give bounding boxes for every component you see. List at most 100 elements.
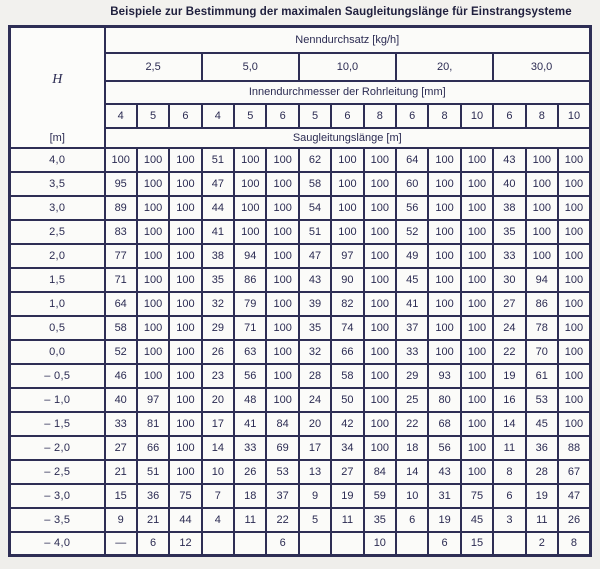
length-value-cell: 100 xyxy=(233,218,268,245)
length-value-cell: 100 xyxy=(362,146,398,173)
length-value-cell: 19 xyxy=(427,506,462,533)
diameter-value: 6 xyxy=(265,102,300,129)
length-value-cell: 100 xyxy=(362,386,398,413)
table-row: 0,0 52 100 100 26 63 100 32 66 100 33 100 100 22 70 100 xyxy=(8,338,592,365)
length-value-cell: 100 xyxy=(556,194,592,221)
length-value-cell: 51 xyxy=(200,146,236,173)
table-row: – 3,5 9 21 44 4 11 22 5 11 35 6 19 45 3 11 26 xyxy=(8,506,592,533)
nominal-flow-header: Nenndurchsatz [kg/h] xyxy=(103,25,592,54)
length-value-cell: 38 xyxy=(492,194,527,221)
length-value-cell: 18 xyxy=(395,434,430,461)
length-value-cell: 41 xyxy=(233,410,268,437)
length-value-cell: 100 xyxy=(265,266,300,293)
length-value-cell: 100 xyxy=(362,314,398,341)
length-value-cell: 24 xyxy=(297,386,333,413)
length-value-cell: 33 xyxy=(492,242,527,269)
row-label-h-value: – 0,5 xyxy=(8,362,106,389)
length-value-cell: 23 xyxy=(200,362,236,389)
length-value-cell: 45 xyxy=(395,266,430,293)
inner-diameter-header: Innendurchmesser der Rohrleitung [mm] xyxy=(103,79,592,105)
length-value-cell: 100 xyxy=(362,266,398,293)
length-value-cell: 100 xyxy=(427,290,462,317)
header-row-diameter-values: 4 5 6 4 5 6 5 6 8 6 8 10 6 8 10 xyxy=(10,102,592,129)
length-value-cell: 32 xyxy=(297,338,333,365)
length-value-cell: 100 xyxy=(168,410,203,437)
length-value-cell: 36 xyxy=(524,434,559,461)
length-value-cell: 100 xyxy=(135,218,171,245)
length-value-cell: 100 xyxy=(265,218,300,245)
length-value-cell: 16 xyxy=(492,386,527,413)
diameter-value: 8 xyxy=(427,102,462,129)
length-value-cell: 28 xyxy=(524,458,559,485)
length-value-cell: 27 xyxy=(492,290,527,317)
length-value-cell: 86 xyxy=(233,266,268,293)
flow-rate-value: 20, xyxy=(395,51,495,82)
length-value-cell: 53 xyxy=(265,458,300,485)
row-label-h-value: – 2,5 xyxy=(8,458,106,485)
length-value-cell: 56 xyxy=(233,362,268,389)
length-value-cell: 6 xyxy=(395,506,430,533)
length-value-cell xyxy=(233,530,268,557)
table-row: 2,0 77 100 100 38 94 100 47 97 100 49 100 100 33 100 10… xyxy=(8,242,592,269)
length-value-cell: 52 xyxy=(395,218,430,245)
length-value-cell: 100 xyxy=(135,266,171,293)
length-value-cell: 58 xyxy=(103,314,138,341)
length-value-cell: 100 xyxy=(362,338,398,365)
length-value-cell: 100 xyxy=(135,146,171,173)
length-value-cell: 100 xyxy=(362,434,398,461)
length-value-cell: 40 xyxy=(492,170,527,197)
length-value-cell: 100 xyxy=(233,146,268,173)
flow-rate-value: 2,5 xyxy=(103,51,203,82)
length-value-cell: 51 xyxy=(297,218,333,245)
length-value-cell: 19 xyxy=(330,482,365,509)
header-row-length-title: Saugleitungslänge [m] xyxy=(10,126,592,149)
length-value-cell: 26 xyxy=(233,458,268,485)
length-value-cell: 100 xyxy=(459,266,495,293)
length-value-cell: 64 xyxy=(395,146,430,173)
length-value-cell: 37 xyxy=(265,482,300,509)
flow-rate-value: 10,0 xyxy=(297,51,398,82)
length-value-cell: 100 xyxy=(362,242,398,269)
length-value-cell: 100 xyxy=(362,194,398,221)
length-value-cell: 100 xyxy=(427,266,462,293)
length-value-cell: 100 xyxy=(556,266,592,293)
length-value-cell: 20 xyxy=(297,410,333,437)
header-row-diameter-title: Innendurchmesser der Rohrleitung [mm] xyxy=(10,79,592,105)
length-value-cell: 95 xyxy=(103,170,138,197)
length-value-cell: 93 xyxy=(427,362,462,389)
length-value-cell: 84 xyxy=(265,410,300,437)
length-value-cell: 22 xyxy=(395,410,430,437)
length-value-cell: 19 xyxy=(524,482,559,509)
length-value-cell: 38 xyxy=(200,242,236,269)
length-value-cell: 11 xyxy=(524,506,559,533)
length-value-cell: 34 xyxy=(330,434,365,461)
length-value-cell: 100 xyxy=(556,338,592,365)
length-value-cell: 100 xyxy=(135,290,171,317)
row-label-h-value: – 4,0 xyxy=(8,530,106,557)
length-value-cell: 100 xyxy=(459,338,495,365)
length-value-cell: 37 xyxy=(395,314,430,341)
length-value-cell: — xyxy=(103,530,138,557)
length-value-cell: 100 xyxy=(427,194,462,221)
length-value-cell: 100 xyxy=(524,242,559,269)
length-value-cell: 56 xyxy=(395,194,430,221)
length-value-cell: 41 xyxy=(395,290,430,317)
length-value-cell: 15 xyxy=(459,530,495,557)
length-value-cell: 71 xyxy=(103,266,138,293)
length-value-cell: 15 xyxy=(103,482,138,509)
length-value-cell xyxy=(492,530,527,557)
length-value-cell: 32 xyxy=(200,290,236,317)
length-value-cell: 100 xyxy=(168,458,203,485)
length-value-cell: 64 xyxy=(103,290,138,317)
length-value-cell: 56 xyxy=(427,434,462,461)
length-value-cell: 100 xyxy=(362,170,398,197)
length-value-cell: 14 xyxy=(200,434,236,461)
length-value-cell: 63 xyxy=(233,338,268,365)
length-value-cell: 80 xyxy=(427,386,462,413)
suction-length-header: Saugleitungslänge [m] xyxy=(103,126,592,149)
length-value-cell: 20 xyxy=(200,386,236,413)
length-value-cell: 9 xyxy=(297,482,333,509)
length-value-cell: 17 xyxy=(297,434,333,461)
length-value-cell: 100 xyxy=(427,338,462,365)
length-value-cell: 6 xyxy=(265,530,300,557)
